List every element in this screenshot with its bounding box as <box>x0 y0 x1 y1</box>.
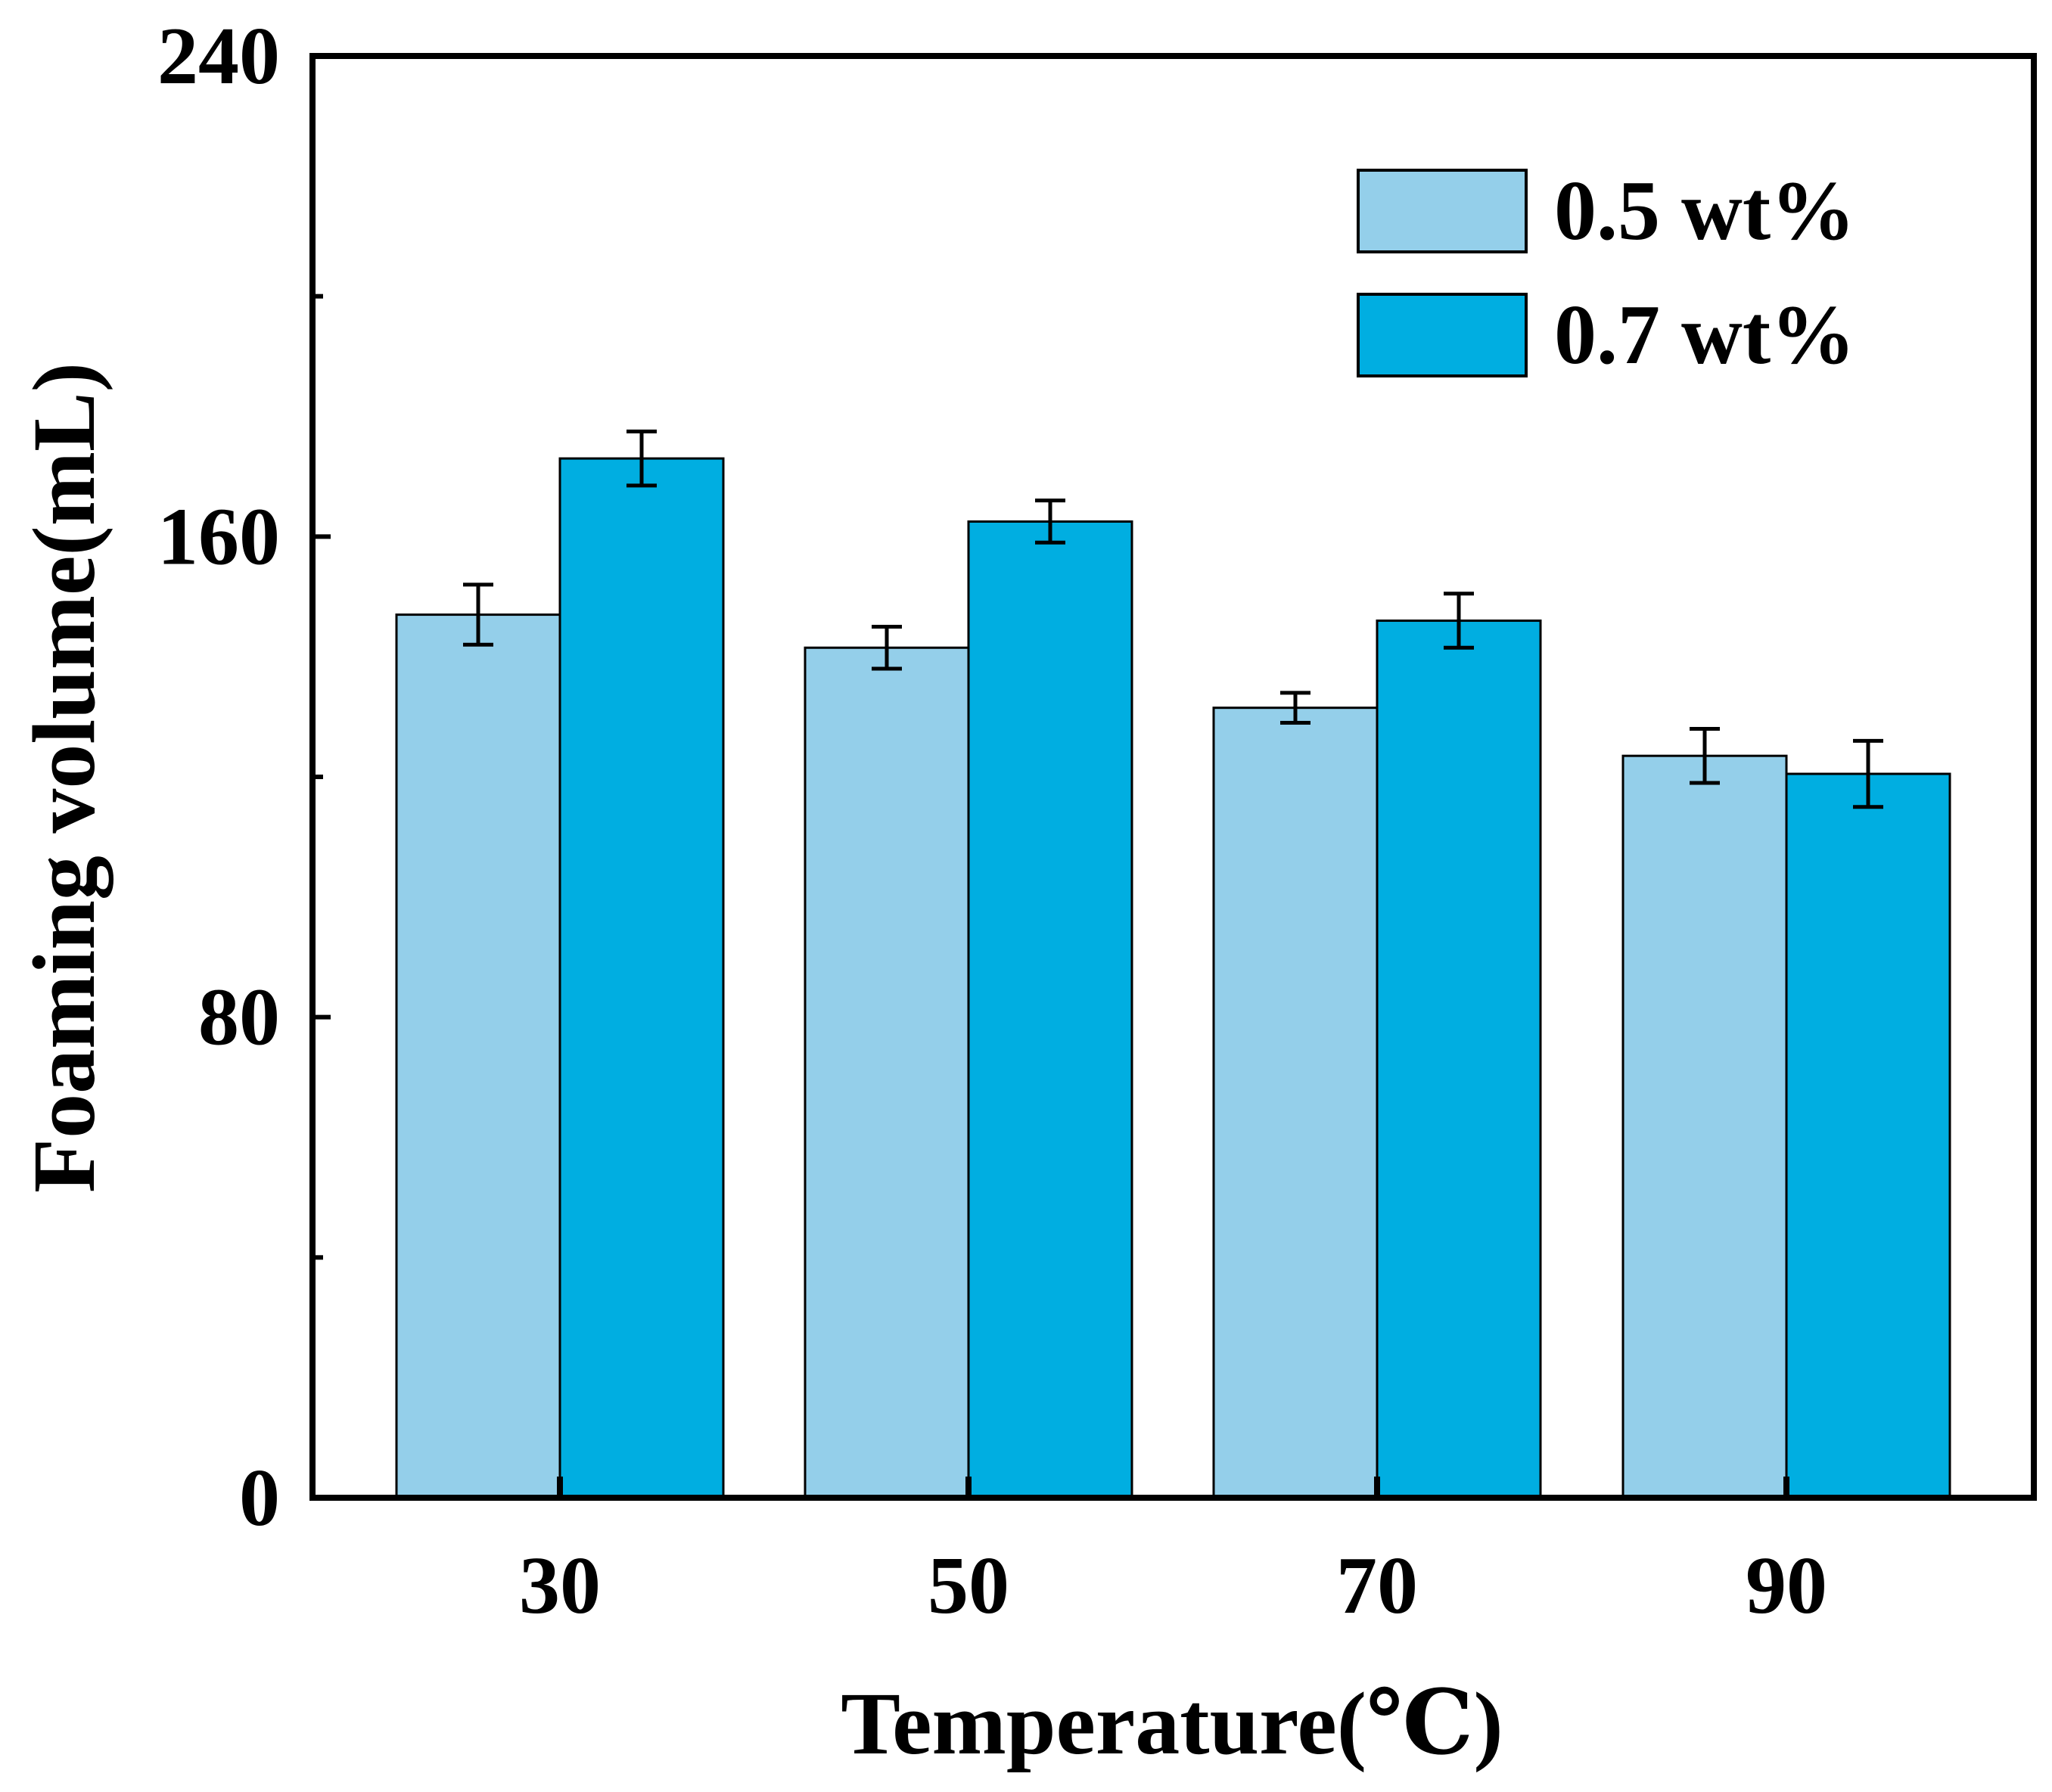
bar-0-5-wt-90 <box>1621 754 1788 1499</box>
bars-layer <box>395 457 1951 1499</box>
bar-0-5-wt-50 <box>804 646 970 1499</box>
bar-0-7-wt-70 <box>1376 620 1542 1499</box>
x-axis-title: Temperature(℃) <box>841 1674 1503 1773</box>
bar-0-5-wt-70 <box>1212 707 1379 1499</box>
x-tick-label-50: 50 <box>928 1541 1009 1631</box>
legend-swatch-0-7-wt <box>1357 293 1528 377</box>
legend-label-0-7-wt: 0.7 wt% <box>1554 288 1855 382</box>
x-tick-label-70: 70 <box>1336 1541 1418 1631</box>
y-tick-label-160: 160 <box>157 492 280 582</box>
bar-0-7-wt-50 <box>967 520 1133 1499</box>
y-tick-label-80: 80 <box>198 973 280 1063</box>
y-tick-label-240: 240 <box>157 11 280 101</box>
y-tick-labels: 0 80 160 240 <box>157 11 280 1543</box>
y-tick-label-0: 0 <box>239 1453 280 1543</box>
legend: 0.5 wt% 0.7 wt% <box>1357 164 1855 382</box>
x-tick-labels: 30 50 70 90 <box>519 1541 1827 1631</box>
bar-0-7-wt-30 <box>558 457 725 1499</box>
legend-label-0-5-wt: 0.5 wt% <box>1554 164 1855 258</box>
bar-0-5-wt-30 <box>395 613 561 1499</box>
bar-0-7-wt-90 <box>1785 772 1951 1499</box>
x-tick-label-30: 30 <box>519 1541 601 1631</box>
error-bars-layer <box>463 429 1883 809</box>
legend-swatch-0-5-wt <box>1357 169 1528 253</box>
x-tick-label-90: 90 <box>1746 1541 1827 1631</box>
y-axis-title: Foaming volume(mL) <box>14 362 113 1193</box>
ticks-layer <box>312 54 1789 1500</box>
